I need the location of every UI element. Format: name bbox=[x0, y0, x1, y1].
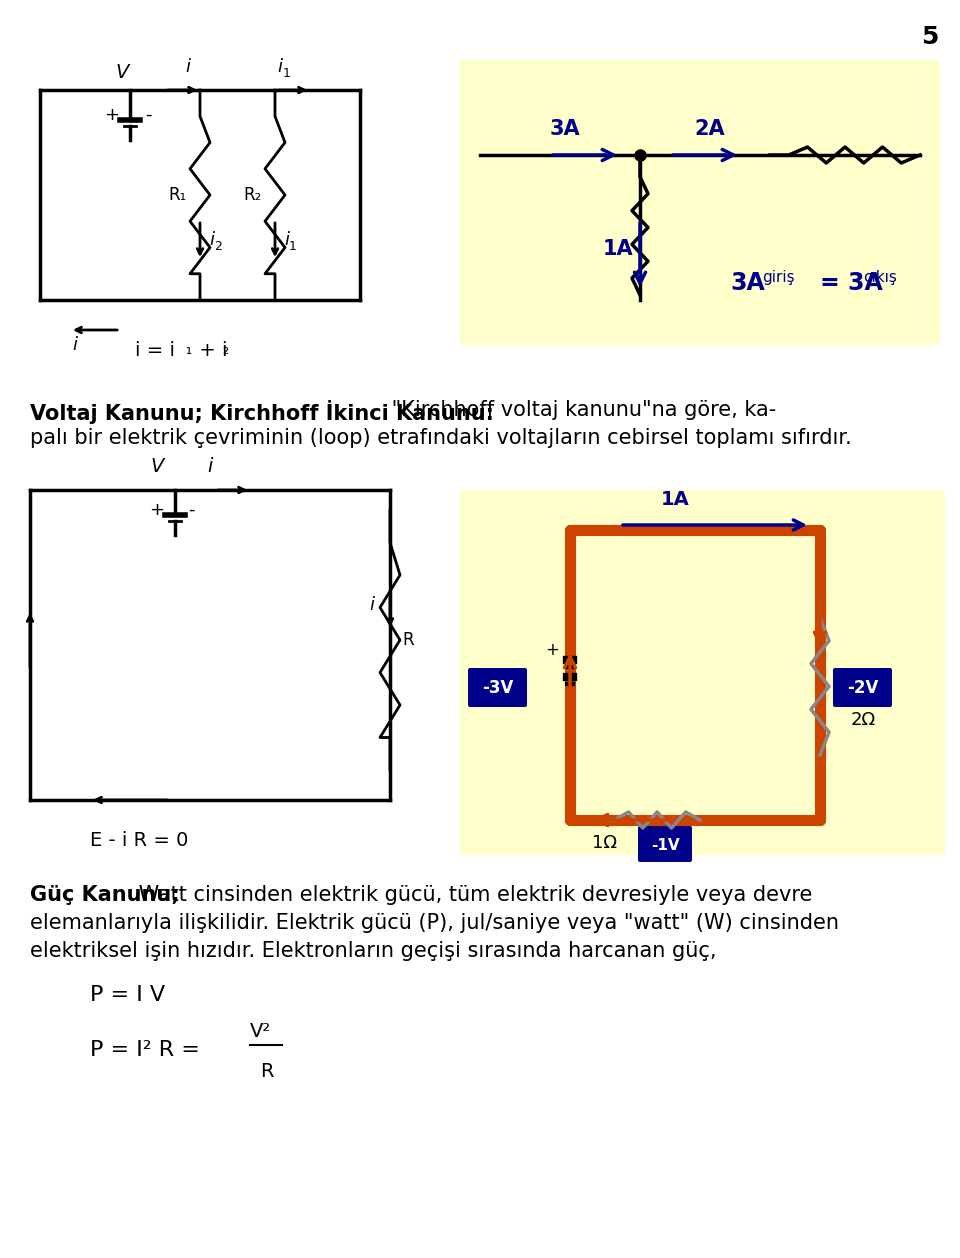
Text: elemanlarıyla ilişkilidir. Elektrik gücü (P), jul/saniye veya "watt" (W) cinsind: elemanlarıyla ilişkilidir. Elektrik gücü… bbox=[30, 913, 839, 933]
Text: çıkış: çıkış bbox=[863, 270, 897, 286]
Text: -: - bbox=[145, 106, 152, 125]
Text: 1: 1 bbox=[289, 240, 297, 253]
Text: 2Ω: 2Ω bbox=[851, 711, 876, 728]
Bar bbox=[460, 60, 940, 345]
Text: i: i bbox=[277, 58, 282, 75]
Text: 2: 2 bbox=[214, 240, 222, 253]
Text: 5: 5 bbox=[922, 25, 939, 49]
Text: 1A: 1A bbox=[660, 491, 689, 509]
Text: R: R bbox=[402, 632, 414, 649]
Text: 1Ω: 1Ω bbox=[592, 834, 617, 852]
Text: +: + bbox=[150, 501, 164, 520]
FancyBboxPatch shape bbox=[638, 827, 692, 862]
Bar bbox=[460, 491, 945, 855]
Text: giriş: giriş bbox=[762, 270, 795, 286]
FancyBboxPatch shape bbox=[468, 668, 527, 707]
Text: palı bir elektrik çevriminin (loop) etrafındaki voltajların cebirsel toplamı sıf: palı bir elektrik çevriminin (loop) etra… bbox=[30, 428, 852, 448]
Text: i: i bbox=[370, 596, 374, 614]
Text: 1: 1 bbox=[283, 67, 291, 81]
Text: R: R bbox=[260, 1062, 274, 1081]
Text: +: + bbox=[545, 642, 559, 659]
Text: = 3A: = 3A bbox=[820, 270, 883, 294]
Text: V: V bbox=[115, 63, 129, 82]
Text: Voltaj Kanunu; Kirchhoff İkinci Kanunu:: Voltaj Kanunu; Kirchhoff İkinci Kanunu: bbox=[30, 400, 494, 424]
Text: "Kirchhoff voltaj kanunu"na göre, ka-: "Kirchhoff voltaj kanunu"na göre, ka- bbox=[385, 400, 777, 420]
Text: -2V: -2V bbox=[848, 679, 878, 697]
Text: ₁: ₁ bbox=[185, 342, 191, 357]
Text: i: i bbox=[284, 231, 290, 249]
Text: V: V bbox=[151, 457, 164, 476]
Text: 2A: 2A bbox=[695, 120, 726, 138]
Text: P = I² R =: P = I² R = bbox=[90, 1040, 207, 1060]
Text: elektriksel işin hızıdır. Elektronların geçişi sırasında harcanan güç,: elektriksel işin hızıdır. Elektronların … bbox=[30, 941, 716, 961]
Text: +: + bbox=[105, 106, 119, 125]
Text: -: - bbox=[188, 501, 194, 520]
Text: Watt cinsinden elektrik gücü, tüm elektrik devresiyle veya devre: Watt cinsinden elektrik gücü, tüm elektr… bbox=[132, 884, 812, 905]
Text: Güç Kanunu;: Güç Kanunu; bbox=[30, 884, 180, 905]
Text: i: i bbox=[185, 58, 190, 75]
Text: R₂: R₂ bbox=[244, 186, 262, 204]
Text: 1A: 1A bbox=[603, 239, 634, 259]
FancyBboxPatch shape bbox=[833, 668, 892, 707]
Text: R₁: R₁ bbox=[169, 186, 187, 204]
Text: 3A: 3A bbox=[550, 120, 580, 138]
Text: ₂: ₂ bbox=[222, 342, 228, 357]
Text: i: i bbox=[73, 336, 78, 353]
Text: 3A: 3A bbox=[730, 270, 765, 294]
Text: + i: + i bbox=[193, 341, 228, 360]
Text: E - i R = 0: E - i R = 0 bbox=[90, 830, 188, 849]
Text: V²: V² bbox=[250, 1021, 272, 1042]
Text: i: i bbox=[207, 457, 213, 476]
Text: -3V: -3V bbox=[482, 679, 514, 697]
Text: P = I V: P = I V bbox=[90, 985, 165, 1005]
Text: i = i: i = i bbox=[135, 341, 175, 360]
Text: i: i bbox=[209, 231, 214, 249]
Text: -1V: -1V bbox=[651, 838, 680, 853]
